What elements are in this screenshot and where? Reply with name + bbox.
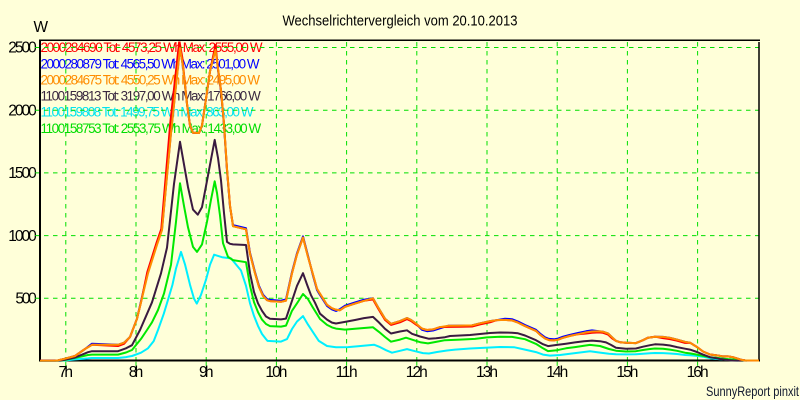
svg-text:16h: 16h bbox=[687, 364, 709, 381]
svg-text:2000284690 Tot: 4573,25 Wh Max: 2000284690 Tot: 4573,25 Wh Max: 2555,00 … bbox=[41, 40, 263, 55]
svg-text:W: W bbox=[34, 19, 49, 36]
svg-text:10h: 10h bbox=[265, 364, 287, 381]
svg-text:1100159813 Tot: 3197,00 Wh Max: 1100159813 Tot: 3197,00 Wh Max: 1766,00 … bbox=[41, 89, 262, 104]
svg-text:1000: 1000 bbox=[8, 228, 37, 245]
svg-text:7h: 7h bbox=[59, 364, 74, 381]
svg-text:14h: 14h bbox=[546, 364, 568, 381]
svg-text:15h: 15h bbox=[616, 364, 638, 381]
svg-text:8h: 8h bbox=[129, 364, 144, 381]
svg-text:500: 500 bbox=[15, 291, 37, 308]
svg-text:1500: 1500 bbox=[8, 165, 37, 182]
svg-text:9h: 9h bbox=[199, 364, 214, 381]
svg-text:13h: 13h bbox=[476, 364, 498, 381]
svg-text:11h: 11h bbox=[336, 364, 358, 381]
svg-text:Wechselrichtervergleich vom 20: Wechselrichtervergleich vom 20.10.2013 bbox=[283, 13, 518, 29]
svg-text:2000280879 Tot: 4565,50 Wh Max: 2000280879 Tot: 4565,50 Wh Max: 2501,00 … bbox=[41, 56, 260, 71]
svg-text:2000: 2000 bbox=[8, 102, 37, 119]
svg-text:12h: 12h bbox=[406, 364, 428, 381]
svg-text:SunnyReport pinxit: SunnyReport pinxit bbox=[706, 383, 799, 399]
svg-text:1100158753 Tot: 2553,75 Wh Max: 1100158753 Tot: 2553,75 Wh Max: 1433,00 … bbox=[41, 121, 262, 136]
svg-text:1100159808 Tot: 1499,75 Wh Max: 1100159808 Tot: 1499,75 Wh Max: 863,00 W bbox=[41, 105, 254, 120]
svg-text:2000284675 Tot: 4550,25 Wh Max: 2000284675 Tot: 4550,25 Wh Max: 2495,00 … bbox=[41, 72, 261, 87]
svg-text:2500: 2500 bbox=[8, 40, 37, 57]
